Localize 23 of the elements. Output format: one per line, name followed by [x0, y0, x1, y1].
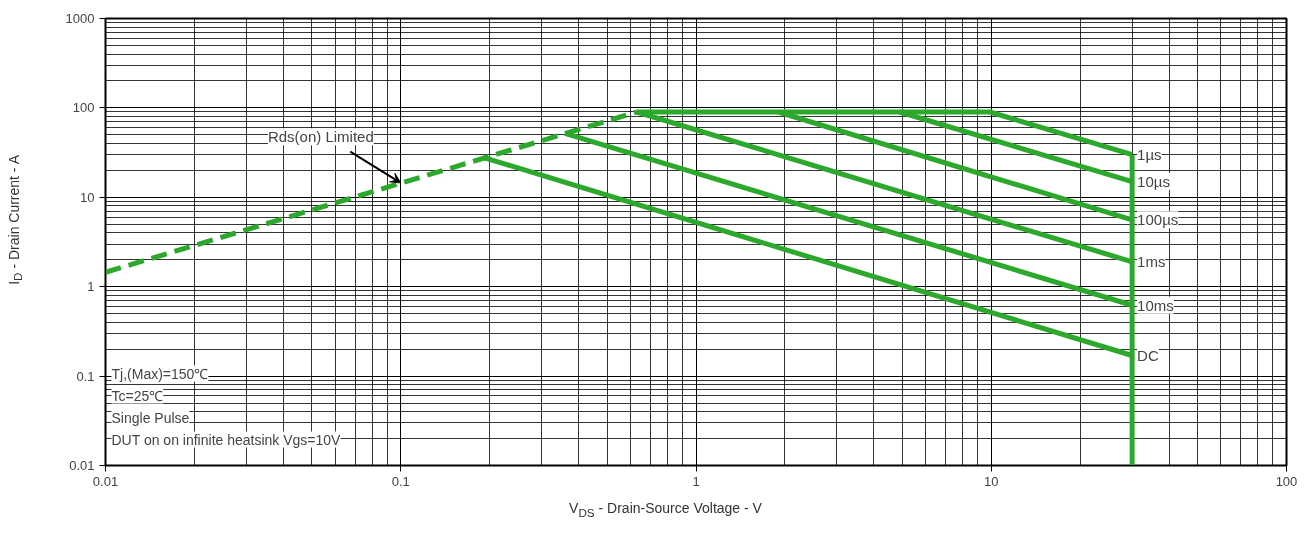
annotation: Rds(on) Limited: [267, 128, 374, 146]
x-axis-title: V$_{DS}$ - Drain-Source Voltage - V: [568, 500, 763, 519]
x-tick-label: 0.01: [92, 473, 119, 489]
series-label: 1µs: [1137, 146, 1162, 164]
series-label: DC: [1137, 347, 1159, 364]
annotation: Tj,(Max)=150℃: [111, 365, 209, 382]
x-tick-label: 1: [692, 473, 700, 489]
series-label: 10µs: [1137, 173, 1170, 191]
y-tick-label: 10: [80, 189, 95, 205]
y-tick-label: 0.1: [76, 368, 95, 384]
y-tick-label: 1000: [65, 11, 95, 26]
y-tick-label: 1: [87, 279, 95, 295]
series-label: 10ms: [1137, 296, 1174, 314]
x-tick-label: 100: [1275, 473, 1298, 489]
y-tick-label: 100: [72, 100, 95, 116]
series-label: 1ms: [1137, 253, 1166, 271]
annotation: Single Pulse: [111, 409, 190, 426]
x-tick-label: 0.1: [391, 473, 410, 489]
series-label: 100µs: [1137, 211, 1179, 229]
y-tick-label: 0.01: [69, 458, 95, 473]
x-tick-label: 10: [984, 473, 999, 489]
annotation: Tc=25℃: [111, 387, 164, 404]
annotation: DUT on on infinite heatsink Vgs=10V: [111, 431, 342, 448]
